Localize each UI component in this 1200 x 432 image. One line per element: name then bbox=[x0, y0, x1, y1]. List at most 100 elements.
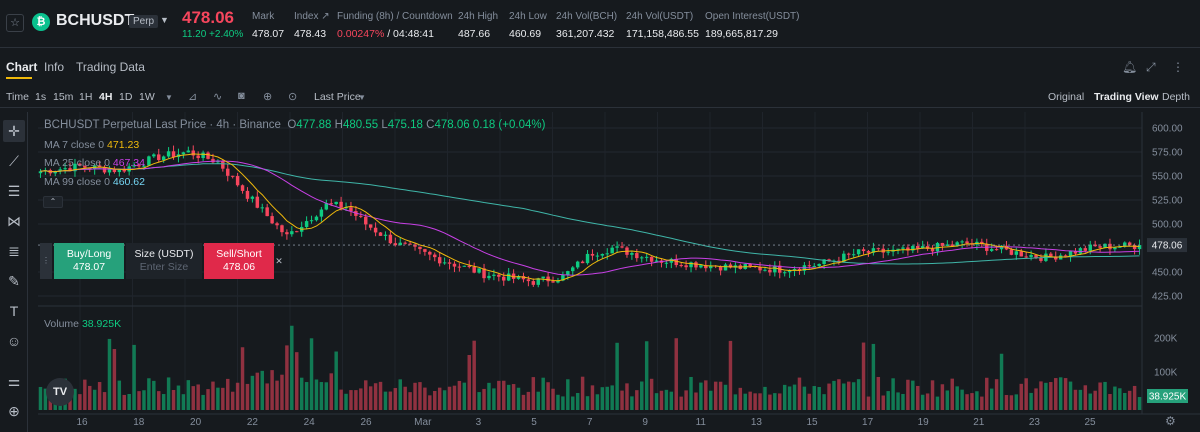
candle-body bbox=[851, 254, 856, 256]
candle-body bbox=[1029, 254, 1033, 257]
candle-body bbox=[728, 264, 733, 268]
drag-handle-icon[interactable]: ⋮ bbox=[40, 243, 52, 279]
candle-body bbox=[1132, 245, 1137, 250]
candle-body bbox=[235, 176, 240, 186]
interval-1w[interactable]: 1W bbox=[139, 91, 155, 103]
sell-short-button[interactable]: Sell/Short 478.06 bbox=[204, 243, 274, 279]
volume-bar bbox=[994, 379, 999, 410]
candle-body bbox=[812, 265, 816, 267]
stat-value: 460.69 bbox=[509, 28, 542, 40]
candle-body bbox=[896, 248, 900, 250]
alert-bell-icon[interactable]: 🔔︎ bbox=[1122, 60, 1138, 74]
volume-bar bbox=[551, 388, 555, 410]
horizontal-lines-tool-icon[interactable]: ☰ bbox=[7, 183, 21, 199]
candle-body bbox=[605, 253, 609, 255]
volume-bar bbox=[299, 377, 304, 410]
candle-body bbox=[768, 269, 772, 273]
interval-1s[interactable]: 1s bbox=[35, 91, 47, 103]
text-tool-icon[interactable]: T bbox=[9, 303, 19, 319]
tab-trading-data[interactable]: Trading Data bbox=[76, 60, 145, 74]
time-axis-label: 20 bbox=[190, 417, 202, 428]
symbol-name[interactable]: BCHUSDT bbox=[56, 12, 135, 29]
more-intervals-icon[interactable]: ▼ bbox=[165, 93, 173, 102]
interval-4h[interactable]: 4H bbox=[99, 91, 113, 103]
volume-bar bbox=[630, 396, 634, 410]
chart-settings-gear-icon[interactable]: ⚙ bbox=[1165, 414, 1176, 428]
candle-body bbox=[477, 268, 481, 273]
price-axis-label: 525.00 bbox=[1152, 196, 1183, 207]
add-icon[interactable]: ⊕ bbox=[263, 91, 273, 103]
measure-tool-icon[interactable]: ⚌ bbox=[7, 373, 21, 389]
volume-bar bbox=[595, 394, 600, 410]
volume-bar bbox=[1019, 383, 1023, 410]
collapse-legend-icon[interactable]: ⌃ bbox=[43, 196, 63, 208]
candle-body bbox=[935, 242, 940, 252]
candle-body bbox=[723, 264, 728, 271]
interval-1h[interactable]: 1H bbox=[79, 91, 93, 103]
candle-body bbox=[161, 156, 166, 161]
candle-body bbox=[664, 262, 669, 264]
candle-body bbox=[1019, 251, 1023, 257]
emoji-tool-icon[interactable]: ☺ bbox=[6, 333, 22, 349]
more-options-icon[interactable]: ⋮ bbox=[1172, 60, 1184, 74]
fullscreen-icon[interactable]: ⤢ bbox=[1146, 60, 1156, 74]
volume-bar bbox=[610, 385, 614, 410]
candle-body bbox=[107, 169, 112, 173]
chart-type-icon[interactable]: ⊿ bbox=[188, 91, 198, 103]
crosshair-tool-icon[interactable]: ✛ bbox=[3, 120, 25, 142]
volume-bar bbox=[275, 380, 279, 410]
tab-info[interactable]: Info bbox=[44, 60, 65, 74]
interval-15m[interactable]: 15m bbox=[53, 91, 74, 103]
zoom-tool-icon[interactable]: ⊕ bbox=[8, 403, 20, 419]
candle-body bbox=[684, 265, 688, 268]
volume-bar bbox=[891, 378, 895, 410]
brush-tool-icon[interactable]: ✎ bbox=[8, 273, 20, 289]
fib-tool-icon[interactable]: ≣ bbox=[8, 243, 20, 259]
change-value: 0.18 (+0.04%) bbox=[472, 119, 546, 131]
indicators-icon[interactable]: ∿ bbox=[213, 91, 223, 103]
candle-body bbox=[871, 248, 876, 253]
interval-1d[interactable]: 1D bbox=[119, 91, 133, 103]
volume-bar bbox=[107, 338, 112, 410]
volume-bar bbox=[1029, 392, 1033, 410]
candle-body bbox=[226, 168, 230, 176]
volume-bar bbox=[245, 383, 250, 410]
candle-body bbox=[68, 168, 72, 172]
symbol-dropdown-icon[interactable]: ▼ bbox=[160, 15, 169, 25]
stat-value: 487.66 bbox=[458, 28, 491, 40]
favorite-star-icon[interactable]: ☆ bbox=[6, 14, 24, 32]
view-original[interactable]: Original bbox=[1048, 91, 1085, 103]
price-source-select[interactable]: Last Price bbox=[314, 91, 361, 103]
funding-countdown: / 04:48:41 bbox=[384, 28, 434, 40]
trendline-tool-icon[interactable]: ⟋ bbox=[9, 153, 19, 169]
candle-body bbox=[58, 169, 62, 172]
candle-body bbox=[1068, 250, 1073, 257]
market-header: ☆ ₿ BCHUSDT Perp ▼ 478.06 11.20 +2.40% M… bbox=[0, 0, 1200, 48]
volume-bar bbox=[1024, 378, 1028, 410]
size-input[interactable]: Size (USDT) Enter Size bbox=[126, 243, 202, 279]
volume-bar bbox=[467, 354, 471, 410]
settings-icon[interactable]: ⊙ bbox=[288, 91, 298, 103]
volume-bar bbox=[270, 370, 274, 410]
view-trading-view[interactable]: Trading View bbox=[1094, 91, 1159, 103]
view-depth[interactable]: Depth bbox=[1162, 91, 1191, 103]
close-order-panel-icon[interactable]: ✕ bbox=[275, 256, 283, 266]
candle-body bbox=[314, 216, 319, 221]
volume-bar bbox=[709, 390, 713, 410]
tab-chart[interactable]: Chart bbox=[6, 60, 38, 74]
volume-bar bbox=[240, 347, 245, 410]
candle-body bbox=[886, 251, 890, 253]
candle-body bbox=[270, 216, 274, 224]
price-source-chevron-icon[interactable]: ▼ bbox=[358, 93, 366, 102]
screenshot-icon[interactable]: ◙ bbox=[238, 90, 245, 102]
pitchfork-tool-icon[interactable]: ⋈ bbox=[7, 213, 21, 229]
stat-index[interactable]: Index ↗ 478.43 bbox=[294, 11, 330, 40]
time-axis-label: 9 bbox=[642, 417, 648, 428]
time-axis-label: 24 bbox=[304, 417, 316, 428]
volume-bar bbox=[896, 392, 900, 410]
candle-body bbox=[275, 223, 279, 226]
buy-long-button[interactable]: Buy/Long 478.07 bbox=[54, 243, 124, 279]
volume-bar bbox=[768, 394, 772, 410]
volume-bar bbox=[403, 386, 407, 410]
